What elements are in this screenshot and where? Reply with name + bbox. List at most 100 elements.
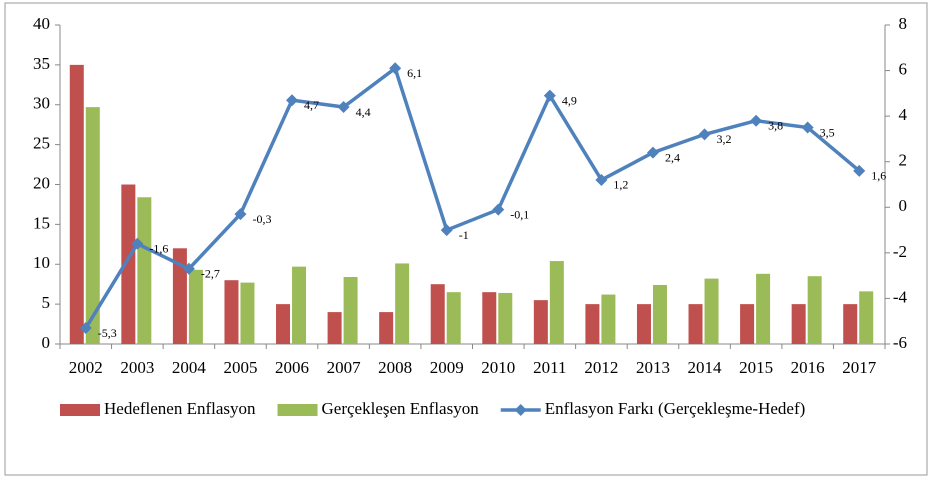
- x-tick-label: 2007: [327, 358, 362, 377]
- bar: [137, 197, 152, 344]
- bar: [498, 292, 513, 344]
- line-marker: [337, 101, 350, 114]
- bar: [791, 304, 806, 344]
- legend-label: Hedeflenen Enflasyon: [104, 399, 256, 418]
- bar: [292, 266, 307, 344]
- data-label: 6,1: [407, 66, 422, 80]
- line-marker: [698, 128, 711, 141]
- bar: [240, 282, 255, 344]
- y-tick-label: 0: [42, 333, 51, 352]
- line-marker: [286, 94, 299, 107]
- x-tick-label: 2014: [688, 358, 723, 377]
- x-tick-label: 2012: [584, 358, 618, 377]
- x-tick-label: 2017: [842, 358, 877, 377]
- y-tick-label: 25: [33, 134, 50, 153]
- x-tick-label: 2006: [275, 358, 309, 377]
- line-marker: [543, 89, 556, 102]
- legend-swatch: [277, 404, 318, 416]
- data-label: 3,2: [717, 132, 732, 146]
- bar: [69, 64, 84, 344]
- line-marker: [646, 146, 659, 159]
- y2-tick-label: 2: [899, 151, 908, 170]
- bar: [601, 294, 616, 344]
- line-marker: [440, 224, 453, 237]
- bar: [172, 248, 187, 344]
- y2-tick-label: -4: [893, 287, 908, 306]
- y-tick-label: 35: [33, 54, 50, 73]
- bar: [430, 284, 445, 344]
- y2-tick-label: 8: [899, 14, 908, 33]
- data-label: -0,1: [510, 207, 529, 221]
- x-tick-label: 2016: [791, 358, 825, 377]
- y-tick-label: 15: [33, 213, 50, 232]
- bar: [395, 263, 410, 344]
- bar: [533, 300, 548, 344]
- bar: [276, 304, 291, 344]
- legend-marker: [514, 404, 527, 416]
- line-marker: [389, 62, 402, 75]
- bar: [482, 292, 497, 344]
- bar: [636, 304, 651, 344]
- bar: [652, 284, 667, 344]
- bar: [688, 304, 703, 344]
- x-tick-label: 2011: [533, 358, 566, 377]
- data-label: 4,4: [356, 105, 371, 119]
- data-label: 3,5: [820, 125, 835, 139]
- x-tick-label: 2015: [739, 358, 773, 377]
- bar: [121, 184, 136, 344]
- x-tick-label: 2008: [378, 358, 412, 377]
- data-label: -1,6: [149, 241, 168, 255]
- bar: [446, 292, 461, 344]
- x-tick-label: 2002: [69, 358, 103, 377]
- data-label: -5,3: [98, 326, 117, 340]
- x-tick-label: 2005: [223, 358, 257, 377]
- data-label: 1,2: [613, 178, 628, 192]
- bar: [740, 304, 755, 344]
- line-marker: [750, 114, 763, 127]
- y-tick-label: 30: [33, 94, 50, 113]
- y2-tick-label: 4: [899, 105, 908, 124]
- line-marker: [492, 203, 505, 216]
- line-marker: [131, 237, 144, 250]
- bar: [224, 280, 239, 344]
- line-marker: [801, 121, 814, 134]
- data-label: 1,6: [871, 169, 886, 183]
- bar: [379, 312, 394, 344]
- bar: [188, 269, 203, 344]
- x-tick-label: 2004: [172, 358, 207, 377]
- bar: [756, 273, 771, 344]
- line: [84, 65, 861, 329]
- data-label: 3,8: [768, 118, 783, 132]
- line-marker: [853, 164, 866, 177]
- y2-tick-label: 6: [899, 59, 908, 78]
- bar: [704, 278, 719, 344]
- legend-label: Gerçekleşen Enflasyon: [322, 399, 480, 418]
- y2-tick-label: 0: [899, 196, 908, 215]
- line-marker: [182, 262, 195, 275]
- chart-border: [4, 2, 928, 476]
- data-label: 4,7: [304, 98, 319, 112]
- x-tick-label: 2003: [120, 358, 154, 377]
- bar: [859, 291, 874, 344]
- x-tick-label: 2013: [636, 358, 670, 377]
- bar: [585, 304, 600, 344]
- data-label: 4,9: [562, 93, 577, 107]
- bar: [843, 304, 858, 344]
- data-label: -2,7: [201, 267, 220, 281]
- line-marker: [595, 173, 608, 186]
- y2-tick-label: -6: [893, 333, 907, 352]
- y-tick-label: 10: [33, 253, 50, 272]
- data-label: 2,4: [665, 150, 680, 164]
- bar: [343, 277, 358, 344]
- legend-swatch: [60, 404, 100, 416]
- data-label: -1: [459, 228, 469, 242]
- bar: [807, 276, 822, 344]
- legend-label: Enflasyon Farkı (Gerçekleşme-Hedef): [545, 399, 806, 418]
- bar: [549, 261, 564, 344]
- data-label: -0,3: [252, 212, 271, 226]
- y-tick-label: 20: [33, 173, 50, 192]
- line-marker: [79, 322, 92, 335]
- y-tick-label: 5: [42, 293, 51, 312]
- x-tick-label: 2009: [430, 358, 464, 377]
